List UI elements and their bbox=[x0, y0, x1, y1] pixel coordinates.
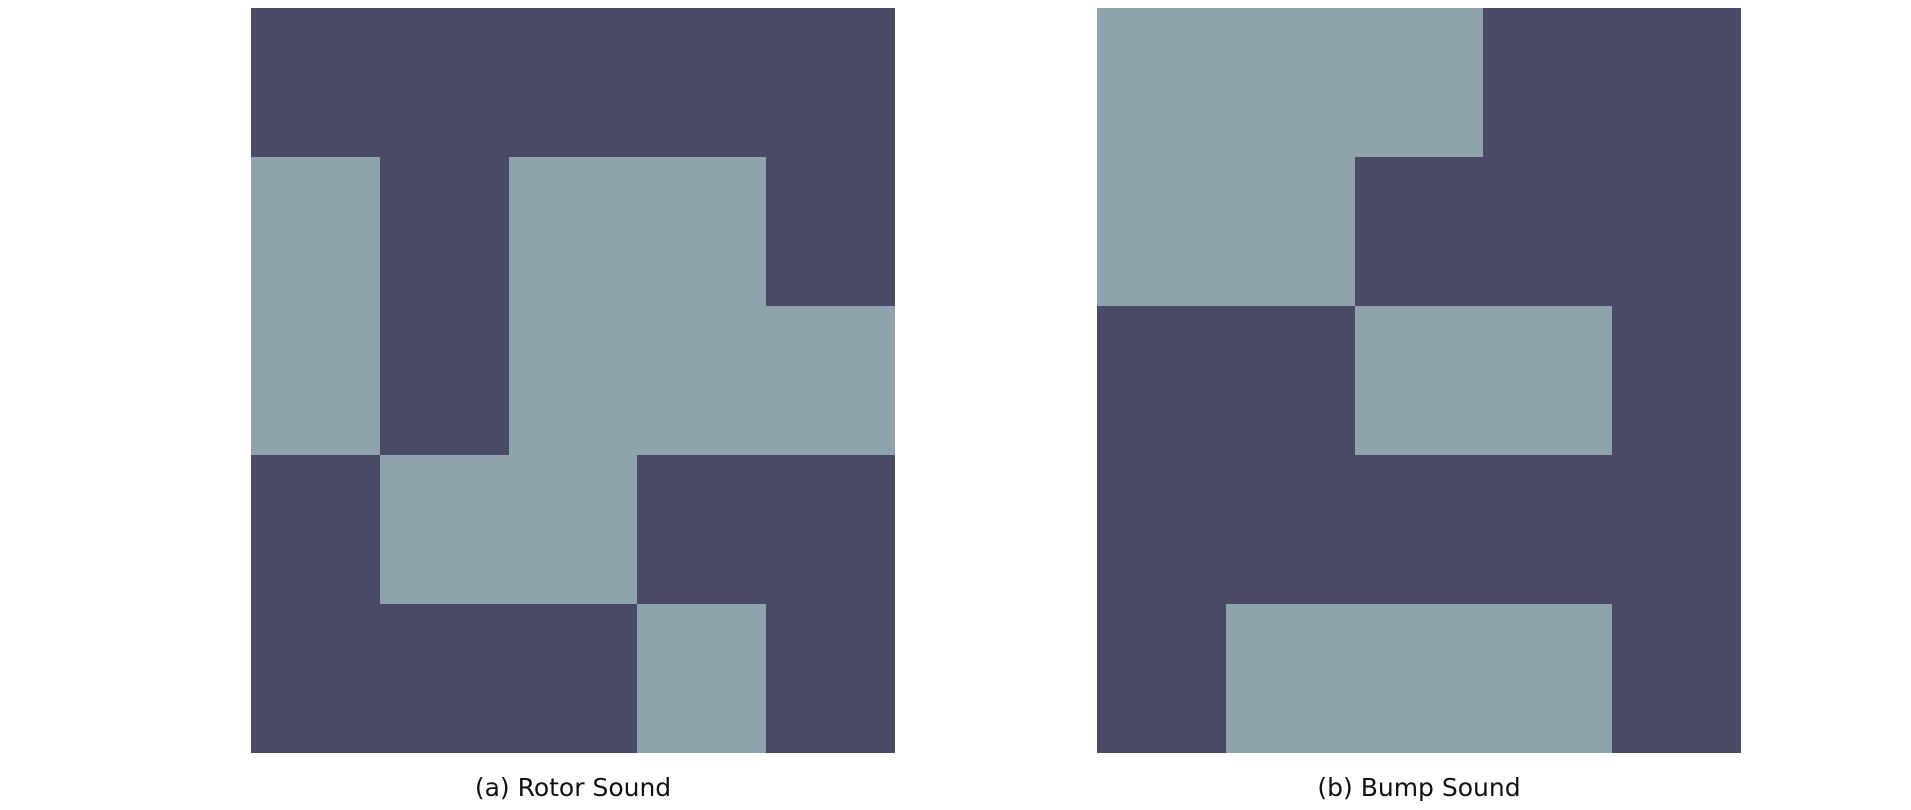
grid-cell bbox=[766, 455, 895, 604]
grid-cell bbox=[1354, 306, 1484, 455]
grid-cell bbox=[251, 306, 380, 455]
grid-cell bbox=[1354, 8, 1484, 157]
grid-cell bbox=[1225, 455, 1355, 604]
grid-cell bbox=[637, 8, 767, 157]
grid-cell bbox=[379, 306, 509, 455]
grid-cell bbox=[251, 604, 380, 753]
grid-cell bbox=[379, 455, 509, 604]
grid-cell bbox=[508, 455, 638, 604]
grid-cell bbox=[1097, 306, 1226, 455]
grid-cell bbox=[1612, 157, 1741, 306]
grid-cell bbox=[1483, 157, 1613, 306]
grid-cell bbox=[508, 306, 638, 455]
grid-cell bbox=[1483, 8, 1613, 157]
grid-cell bbox=[1612, 306, 1741, 455]
grid-cell bbox=[637, 306, 767, 455]
grid-cell bbox=[251, 455, 380, 604]
grid-cell bbox=[508, 604, 638, 753]
grid-cell bbox=[766, 604, 895, 753]
panel-bump-sound: (b) Bump Sound bbox=[1097, 8, 1741, 802]
grid-cell bbox=[1225, 8, 1355, 157]
grid-cell bbox=[379, 8, 509, 157]
grid-cell bbox=[1354, 604, 1484, 753]
grid-cell bbox=[1483, 455, 1613, 604]
grid-cell bbox=[1612, 455, 1741, 604]
grid-cell bbox=[1354, 157, 1484, 306]
grid-cell bbox=[508, 157, 638, 306]
grid-cell bbox=[1612, 8, 1741, 157]
grid-cell bbox=[766, 157, 895, 306]
bump-sound-grid bbox=[1097, 8, 1741, 753]
grid-cell bbox=[379, 157, 509, 306]
grid-cell bbox=[251, 157, 380, 306]
grid-cell bbox=[1354, 455, 1484, 604]
grid-cell bbox=[1483, 604, 1613, 753]
grid-cell bbox=[251, 8, 380, 157]
grid-cell bbox=[1483, 306, 1613, 455]
grid-cell bbox=[1097, 8, 1226, 157]
grid-cell bbox=[637, 455, 767, 604]
grid-cell bbox=[508, 8, 638, 157]
grid-cell bbox=[1225, 604, 1355, 753]
caption-rotor-sound: (a) Rotor Sound bbox=[474, 773, 672, 802]
grid-cell bbox=[1225, 157, 1355, 306]
grid-cell bbox=[379, 604, 509, 753]
grid-cell bbox=[1097, 604, 1226, 753]
panel-rotor-sound: (a) Rotor Sound bbox=[251, 8, 895, 802]
rotor-sound-grid bbox=[251, 8, 895, 753]
grid-cell bbox=[1097, 157, 1226, 306]
caption-bump-sound: (b) Bump Sound bbox=[1317, 773, 1521, 802]
grid-cell bbox=[637, 604, 767, 753]
grid-cell bbox=[1612, 604, 1741, 753]
grid-cell bbox=[766, 306, 895, 455]
grid-cell bbox=[766, 8, 895, 157]
grid-cell bbox=[1097, 455, 1226, 604]
grid-cell bbox=[637, 157, 767, 306]
grid-cell bbox=[1225, 306, 1355, 455]
